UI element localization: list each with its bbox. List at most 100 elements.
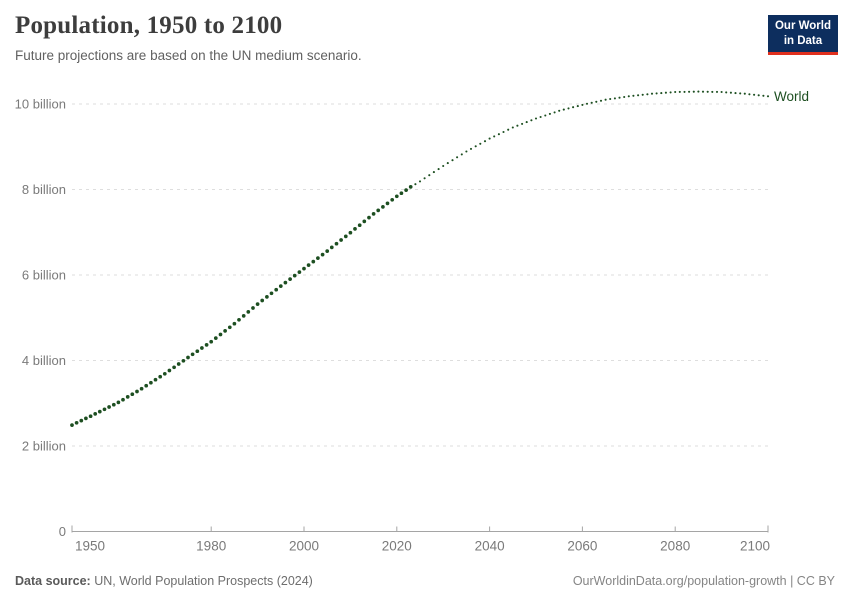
data-point-projection	[650, 92, 654, 95]
data-point-historical	[278, 284, 283, 288]
owid-logo-line2: in Data	[783, 34, 823, 47]
data-point-historical	[343, 234, 348, 239]
owid-logo-line1: Our World	[774, 20, 831, 32]
data-point-historical	[167, 368, 172, 373]
x-axis-tick-label: 1950	[75, 539, 105, 554]
data-point-projection	[581, 103, 584, 106]
data-point-projection	[576, 105, 579, 108]
data-point-projection	[590, 101, 593, 104]
data-point-projection	[599, 99, 603, 102]
data-point-historical	[288, 277, 292, 281]
data-point-projection	[637, 94, 640, 97]
data-point-projection	[623, 95, 626, 99]
data-point-historical	[385, 201, 390, 206]
data-point-historical	[172, 365, 176, 370]
y-axis-tick-label: 4 billion	[22, 353, 66, 368]
owid-logo[interactable]: Our World in Data	[767, 15, 838, 55]
chart-footer: Data source: UN, World Population Prospe…	[15, 574, 835, 588]
data-point-projection	[739, 92, 742, 95]
data-point-projection	[423, 177, 426, 180]
data-point-historical	[209, 339, 214, 344]
data-point-historical	[200, 346, 204, 350]
data-point-projection	[432, 171, 435, 174]
series-label-world[interactable]: World	[774, 89, 809, 104]
data-point-projection	[725, 91, 728, 94]
data-point-historical	[116, 400, 121, 405]
data-point-projection	[748, 93, 751, 96]
data-point-historical	[357, 223, 362, 228]
data-point-historical	[348, 230, 353, 235]
data-point-historical	[283, 280, 288, 285]
data-point-projection	[692, 90, 695, 93]
data-point-projection	[646, 93, 649, 96]
data-point-historical	[88, 414, 93, 419]
data-point-projection	[437, 168, 440, 171]
data-point-historical	[371, 212, 376, 216]
data-point-historical	[353, 227, 357, 231]
chart-header: Population, 1950 to 2100 Future projecti…	[15, 12, 362, 63]
data-point-historical	[153, 377, 158, 382]
data-point-historical	[390, 197, 395, 202]
data-source-text: UN, World Population Prospects (2024)	[94, 574, 313, 588]
data-point-historical	[227, 325, 232, 330]
data-point-historical	[121, 397, 125, 402]
x-axis-tick-label: 1980	[196, 539, 226, 554]
data-point-historical	[362, 219, 367, 224]
data-point-projection	[595, 100, 598, 103]
y-axis-tick-label: 8 billion	[22, 182, 66, 197]
data-point-historical	[325, 249, 330, 253]
data-point-projection	[497, 133, 500, 136]
data-point-historical	[306, 263, 311, 267]
data-point-historical	[186, 355, 190, 360]
data-point-projection	[664, 91, 667, 94]
data-point-projection	[701, 90, 705, 93]
data-point-historical	[139, 386, 144, 391]
data-point-historical	[204, 343, 209, 347]
data-source-label: Data source:	[15, 574, 91, 588]
footer-link[interactable]: OurWorldinData.org/population-growth | C…	[572, 574, 835, 588]
data-point-historical	[320, 252, 325, 257]
data-point-projection	[683, 90, 686, 93]
data-point-projection	[766, 95, 770, 98]
data-point-projection	[627, 95, 630, 98]
data-point-projection	[493, 135, 496, 138]
data-point-projection	[743, 92, 746, 95]
data-point-historical	[404, 188, 408, 192]
data-point-projection	[655, 92, 658, 95]
data-point-projection	[511, 126, 514, 129]
data-point-historical	[97, 409, 102, 414]
data-point-historical	[176, 362, 181, 366]
data-point-projection	[711, 90, 714, 93]
page-title: Population, 1950 to 2100	[15, 12, 283, 39]
data-point-projection	[469, 147, 473, 150]
data-point-projection	[734, 92, 737, 95]
data-point-projection	[488, 137, 491, 140]
data-point-historical	[70, 423, 74, 427]
data-point-historical	[302, 266, 306, 271]
data-point-projection	[483, 140, 487, 143]
data-point-projection	[562, 108, 565, 111]
y-axis-tick-label: 10 billion	[15, 97, 66, 112]
data-point-projection	[553, 111, 556, 114]
data-point-projection	[446, 162, 449, 165]
data-point-projection	[442, 164, 445, 168]
data-point-projection	[460, 153, 463, 156]
data-point-historical	[162, 371, 167, 376]
data-point-historical	[79, 418, 84, 423]
data-point-projection	[674, 90, 677, 94]
data-point-historical	[158, 374, 163, 379]
x-axis-tick-label: 2000	[289, 539, 319, 554]
data-point-projection	[567, 107, 570, 110]
data-point-projection	[465, 150, 468, 153]
data-point-projection	[479, 142, 482, 145]
data-point-historical	[269, 291, 274, 296]
data-point-projection	[678, 90, 681, 93]
data-point-projection	[729, 91, 732, 94]
data-point-historical	[144, 383, 149, 388]
data-source-note: Data source: UN, World Population Prospe…	[15, 574, 313, 588]
data-point-historical	[260, 298, 265, 303]
data-point-historical	[125, 395, 130, 399]
data-point-historical	[213, 336, 218, 340]
x-axis-tick-label: 2040	[475, 539, 505, 554]
